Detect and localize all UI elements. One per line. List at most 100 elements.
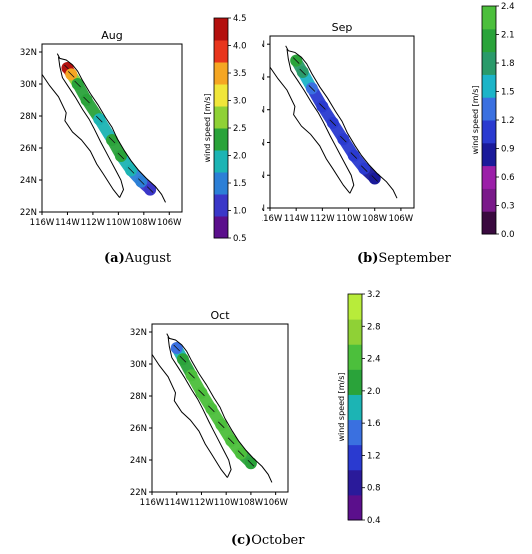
colorbar-tick-label: 1.5 bbox=[233, 179, 247, 189]
caption-text: August bbox=[124, 251, 172, 266]
colorbar-segment bbox=[482, 28, 496, 53]
figure-panel-august: Aug 116W 114W 112W 110W 108W 106W 22N 24N 26N 28N 3… bbox=[0, 0, 260, 250]
y-tick-label: 24N bbox=[130, 456, 147, 466]
colorbar-segment bbox=[482, 120, 496, 144]
colorbar-segment bbox=[214, 84, 228, 107]
colorbar-segment bbox=[214, 216, 228, 239]
colorbar-tick-label: 1.2 bbox=[367, 451, 381, 461]
y-tick-label: 26N bbox=[130, 424, 147, 434]
coastline-baja-west bbox=[270, 66, 351, 194]
caption-august: (a)August bbox=[104, 251, 171, 266]
colorbar-tick-label: 0.4 bbox=[367, 516, 381, 526]
y-tick-label: 28N bbox=[20, 112, 37, 122]
colorbar-segment bbox=[482, 211, 496, 235]
colorbar-frame bbox=[347, 293, 363, 521]
map-area bbox=[270, 45, 398, 199]
coastline-baja-west bbox=[42, 74, 120, 198]
x-tick-label: 112W bbox=[81, 218, 106, 228]
chart-title: Aug bbox=[101, 29, 122, 42]
colorbar-tick-label: 1.2 bbox=[501, 116, 515, 126]
colorbar-segment bbox=[348, 469, 362, 496]
coastline-mainland bbox=[56, 53, 166, 203]
wind-vector-arrow bbox=[217, 421, 225, 429]
y-tick-label: 22N bbox=[262, 204, 265, 214]
map-area bbox=[42, 53, 166, 203]
y-tick-label: 28N bbox=[262, 106, 265, 116]
colorbar-tick-label: 2.4 bbox=[367, 355, 381, 365]
caption-text: September bbox=[378, 251, 451, 266]
plot-frame bbox=[41, 43, 183, 213]
colorbar-tick-label: 2.8 bbox=[367, 322, 381, 332]
y-tick-label: 32N bbox=[262, 40, 265, 50]
wind-vector-arrow bbox=[371, 175, 379, 182]
colorbar-label: wind speed [m/s] bbox=[203, 93, 212, 162]
y-tick-label: 30N bbox=[262, 73, 265, 83]
colorbar-segment bbox=[214, 62, 228, 85]
colorbar-tick-label: 1.5 bbox=[501, 88, 515, 98]
chart-title: Sep bbox=[332, 21, 353, 34]
wind-vector-arrow bbox=[350, 152, 358, 159]
colorbar-tick-label: 0.9 bbox=[501, 145, 515, 155]
colorbar-segment bbox=[482, 165, 496, 189]
map-area bbox=[152, 333, 273, 483]
colorbar-tick-label: 0.6 bbox=[501, 173, 515, 183]
colorbar-tick-label: 2.4 bbox=[501, 2, 515, 12]
caption-september: (b)September bbox=[357, 251, 451, 266]
colorbar-segment bbox=[482, 74, 496, 98]
colorbar-segment bbox=[482, 6, 496, 30]
x-tick-label: 106W bbox=[263, 498, 288, 508]
colorbar-tick-label: 3.5 bbox=[233, 69, 247, 79]
plot-frame bbox=[151, 323, 289, 493]
chart-august: Aug 116W 114W 112W 110W 108W 106W 22N 24N 26N 28N 3… bbox=[20, 14, 247, 244]
colorbar-tick-label: 4.5 bbox=[233, 14, 247, 24]
colorbar-segment bbox=[214, 106, 228, 129]
wind-vector-arrow bbox=[308, 85, 316, 92]
colorbar-segment bbox=[482, 51, 496, 75]
caption-letter: (b) bbox=[357, 251, 379, 266]
x-tick-label: 106W bbox=[157, 218, 182, 228]
colorbar-segment bbox=[348, 294, 362, 320]
coastline-mainland bbox=[166, 333, 273, 483]
wind-vector-arrow bbox=[173, 344, 181, 352]
colorbar-label: wind speed [m/s] bbox=[337, 372, 346, 441]
wind-vector-arrow bbox=[146, 186, 154, 193]
colorbar-segment bbox=[482, 188, 496, 212]
colorbar-segment bbox=[348, 369, 362, 395]
colorbar-segment bbox=[214, 150, 228, 173]
y-tick-label: 24N bbox=[262, 171, 265, 181]
colorbar-segment bbox=[214, 40, 228, 63]
colorbar-segment bbox=[214, 172, 228, 195]
x-tick-label: 116W bbox=[140, 498, 165, 508]
x-tick-label: 116W bbox=[262, 214, 283, 224]
colorbar-segment bbox=[348, 394, 362, 421]
x-tick-label: 114W bbox=[164, 498, 189, 508]
caption-letter: (a) bbox=[104, 251, 125, 266]
colorbar-tick-label: 1.0 bbox=[233, 207, 247, 217]
x-tick-label: 110W bbox=[214, 498, 239, 508]
wind-vector-arrow bbox=[340, 135, 347, 143]
chart-october: Oct 116W 114W 112W 110W 108W 106W 22N 24N 26N 28N 3… bbox=[130, 290, 381, 526]
wind-vector-arrow bbox=[127, 167, 135, 174]
colorbar-segment bbox=[214, 194, 228, 217]
y-tick-label: 26N bbox=[20, 144, 37, 154]
wind-vector-arrow bbox=[360, 165, 368, 172]
colorbar-tick-label: 3.0 bbox=[233, 97, 247, 107]
colorbar-segment bbox=[348, 419, 362, 446]
colorbar-tick-label: 2.1 bbox=[501, 31, 515, 41]
coastline-baja-east bbox=[167, 336, 232, 478]
wind-vector-arrow bbox=[247, 459, 255, 467]
wind-vector-arrow bbox=[227, 437, 235, 445]
colorbar-tick-label: 4.0 bbox=[233, 42, 247, 52]
wind-vector-arrow bbox=[67, 71, 75, 78]
coastline-baja-west bbox=[152, 354, 228, 478]
wind-vector-arrow bbox=[74, 80, 81, 88]
x-tick-label: 114W bbox=[55, 218, 80, 228]
x-tick-label: 116W bbox=[30, 218, 55, 228]
colorbar-tick-label: 0.0 bbox=[501, 230, 515, 240]
coastline-baja-east bbox=[286, 49, 355, 194]
colorbar-tick-label: 0.8 bbox=[367, 484, 381, 494]
colorbar-tick-label: 2.0 bbox=[367, 387, 381, 397]
wind-vector-arrow bbox=[83, 96, 90, 104]
y-tick-label: 26N bbox=[262, 138, 265, 148]
